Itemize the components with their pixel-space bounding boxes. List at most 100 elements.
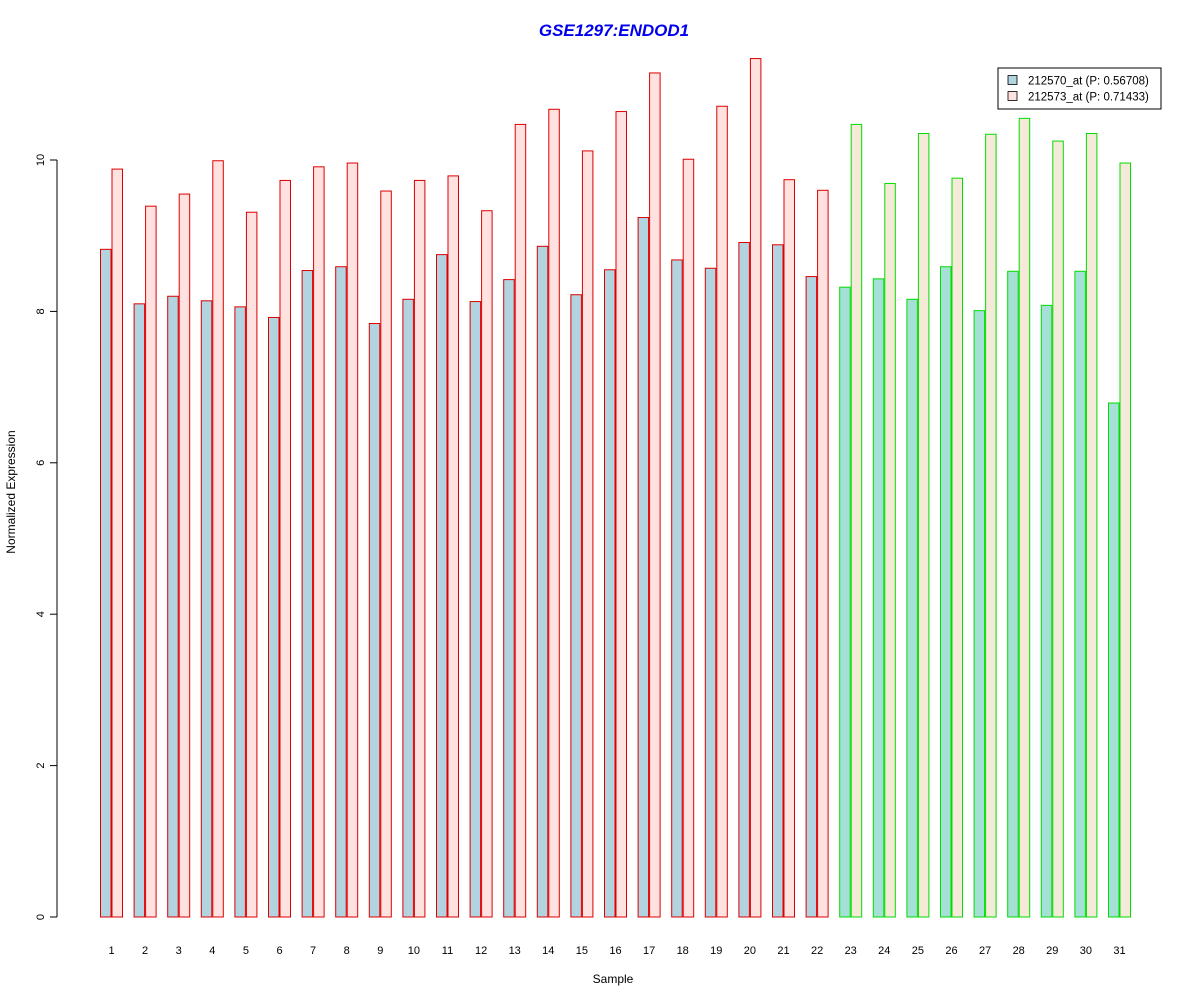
x-tick-label: 23 [845, 945, 857, 957]
bar-212573-sample-25 [917, 133, 930, 918]
y-axis-title: Normalized Expression [4, 430, 18, 553]
bar-212573-sample-15 [581, 150, 594, 918]
bar-212570-sample-18 [671, 259, 683, 918]
x-axis: 1 2 3 4 5 6 7 8 9 10 11 12 13 14 15 16 17 18 19 20 21 22 23 24 2… [108, 945, 1125, 957]
bar-212570-sample-28 [1007, 270, 1019, 918]
x-tick-label: 21 [777, 945, 789, 957]
bar-212573-sample-23 [850, 123, 863, 918]
bar-212573-sample-11 [447, 175, 459, 918]
y-tick-label: 6 [35, 460, 47, 466]
y-axis: 0 2 4 6 8 10 [35, 154, 58, 920]
bar-212573-sample-18 [682, 158, 695, 918]
x-tick-label: 31 [1113, 945, 1125, 957]
bar-212573-sample-27 [985, 133, 997, 918]
chart-title: GSE1297:ENDOD1 [539, 21, 689, 40]
bar-212573-sample-28 [1018, 117, 1031, 918]
bar-212570-sample-25 [906, 298, 918, 918]
legend-swatch-212573 [1007, 91, 1018, 101]
bars [100, 58, 1131, 918]
x-tick-label: 2 [142, 945, 148, 957]
x-tick-label: 22 [811, 945, 823, 957]
x-tick-label: 19 [710, 945, 722, 957]
bar-212570-sample-9 [368, 323, 381, 918]
x-tick-label: 28 [1013, 945, 1025, 957]
bar-212573-sample-6 [279, 179, 291, 918]
bar-212573-sample-2 [145, 205, 157, 918]
bar-212573-sample-12 [481, 210, 493, 918]
bar-212573-sample-13 [514, 123, 527, 918]
bar-212573-sample-22 [817, 189, 829, 918]
bar-212570-sample-7 [301, 270, 314, 918]
legend-box [997, 67, 1162, 110]
bar-212573-sample-7 [313, 166, 325, 918]
bar-212573-sample-31 [1119, 162, 1131, 918]
y-tick-label: 8 [35, 308, 47, 314]
x-tick-label: 4 [209, 945, 215, 957]
bar-212570-sample-23 [839, 286, 851, 918]
x-tick-label: 11 [442, 945, 453, 957]
x-tick-label: 9 [377, 945, 383, 957]
y-tick-label: 4 [35, 611, 47, 617]
bar-212570-sample-29 [1040, 304, 1053, 918]
bar-212573-sample-21 [783, 179, 795, 918]
legend: 212570_at (P: 0.56708) 212573_at (P: 0.7… [997, 67, 1162, 110]
x-tick-label: 6 [276, 945, 282, 957]
bar-212573-sample-24 [884, 182, 896, 918]
x-tick-label: 26 [945, 945, 957, 957]
bar-212573-sample-26 [951, 177, 963, 918]
bar-212570-sample-16 [604, 269, 616, 918]
legend-swatch-212570 [1007, 75, 1018, 85]
y-tick-label: 2 [35, 763, 47, 769]
bar-212573-sample-14 [548, 108, 560, 918]
bar-212573-sample-16 [615, 111, 627, 918]
x-tick-label: 25 [912, 945, 924, 957]
x-tick-label: 8 [344, 945, 350, 957]
bar-212570-sample-8 [335, 266, 347, 918]
bar-212570-sample-17 [637, 217, 650, 918]
bar-212573-sample-20 [749, 58, 762, 918]
bar-212573-sample-4 [212, 160, 224, 918]
legend-label-212570: 212570_at (P: 0.56708) [1028, 76, 1149, 88]
x-tick-label: 13 [509, 945, 521, 957]
x-tick-label: 14 [542, 945, 554, 957]
bar-212570-sample-21 [772, 244, 784, 918]
bar-212570-sample-4 [200, 300, 213, 918]
bar-212570-sample-15 [570, 294, 582, 918]
bar-212570-sample-11 [436, 254, 448, 918]
bar-212573-sample-19 [716, 105, 728, 918]
x-tick-label: 1 [108, 945, 114, 957]
x-tick-label: 29 [1046, 945, 1058, 957]
bar-212573-sample-29 [1052, 140, 1064, 918]
x-tick-label: 5 [243, 945, 249, 957]
x-tick-label: 30 [1080, 945, 1092, 957]
x-tick-label: 10 [408, 945, 420, 957]
bar-212570-sample-1 [100, 248, 112, 918]
bar-212570-sample-3 [167, 295, 179, 918]
bar-212573-sample-17 [649, 72, 661, 918]
bar-212573-sample-30 [1085, 133, 1098, 918]
y-tick-label: 10 [35, 154, 47, 166]
x-tick-label: 24 [878, 945, 890, 957]
x-tick-label: 17 [643, 945, 655, 957]
bar-212570-sample-26 [940, 266, 952, 918]
x-tick-label: 16 [609, 945, 621, 957]
bar-212570-sample-13 [503, 279, 515, 918]
bar-212570-sample-2 [133, 303, 146, 918]
bar-212573-sample-10 [413, 179, 426, 918]
bar-212570-sample-6 [268, 316, 280, 918]
x-tick-label: 3 [176, 945, 182, 957]
x-tick-label: 27 [979, 945, 991, 957]
bar-212570-sample-30 [1074, 270, 1086, 918]
bar-212570-sample-20 [738, 242, 750, 918]
y-tick-label: 0 [35, 914, 47, 920]
x-tick-label: 20 [744, 945, 756, 957]
bar-212573-sample-5 [245, 211, 258, 918]
x-tick-label: 12 [475, 945, 487, 957]
legend-label-212573: 212573_at (P: 0.71433) [1028, 92, 1149, 104]
x-tick-label: 15 [576, 945, 588, 957]
bar-212570-sample-5 [234, 306, 246, 918]
bar-212570-sample-27 [973, 310, 986, 918]
bar-212570-sample-10 [402, 298, 414, 918]
